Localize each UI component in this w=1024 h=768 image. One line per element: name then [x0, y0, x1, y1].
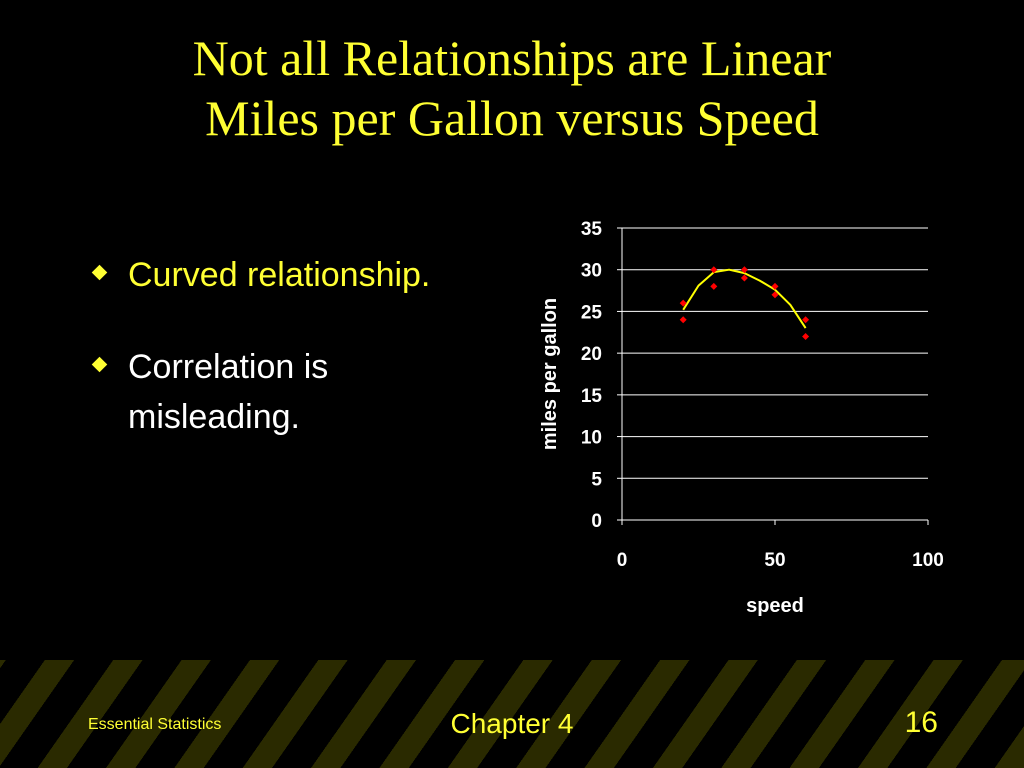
slide-title-line-2: Miles per Gallon versus Speed: [205, 90, 819, 146]
data-point: [710, 282, 718, 290]
data-point: [740, 274, 748, 282]
bullet-text: Curved relationship.: [128, 256, 431, 294]
y-tick-label: 30: [581, 261, 602, 282]
y-tick-label: 10: [581, 428, 602, 449]
data-point: [771, 282, 779, 290]
scatter-chart: 0 5 10 15 20 25 30 35 0 50 100 speed miles per gallo…: [539, 219, 944, 617]
data-point: [802, 316, 810, 324]
bullet-item: Correlation is misleading.: [88, 342, 508, 442]
y-tick-label: 5: [591, 469, 602, 490]
bullet-text: Correlation is misleading.: [128, 348, 329, 436]
data-point: [679, 316, 687, 324]
y-tick-label: 20: [581, 344, 602, 365]
x-tick-label: 50: [764, 550, 785, 571]
y-tick-label: 35: [581, 219, 603, 240]
x-tick-label: 0: [617, 550, 628, 571]
data-point: [679, 299, 687, 307]
x-tick-label: 100: [912, 550, 944, 571]
y-tick-label: 0: [591, 511, 602, 532]
footer-course-name: Essential Statistics: [88, 716, 222, 733]
x-axis-label: speed: [746, 595, 804, 617]
data-point: [802, 332, 810, 340]
y-tick-label: 15: [581, 386, 603, 407]
slide-number: 16: [904, 706, 938, 739]
diamond-icon: [91, 356, 108, 373]
data-point: [740, 266, 748, 274]
y-tick-label: 25: [581, 302, 603, 323]
slide-title-line-1: Not all Relationships are Linear: [192, 30, 832, 86]
data-point: [771, 291, 779, 299]
data-point: [710, 266, 718, 274]
bullet-list: Curved relationship. Correlation is misl…: [88, 250, 508, 484]
slide-title: Not all Relationships are Linear Miles p…: [0, 28, 1024, 148]
bullet-item: Curved relationship.: [88, 250, 508, 300]
diamond-icon: [91, 264, 108, 281]
footer-bar: Essential Statistics Chapter 4 16: [0, 660, 1024, 768]
y-axis-label: miles per gallon: [539, 298, 561, 450]
footer-chapter: Chapter 4: [450, 708, 574, 739]
